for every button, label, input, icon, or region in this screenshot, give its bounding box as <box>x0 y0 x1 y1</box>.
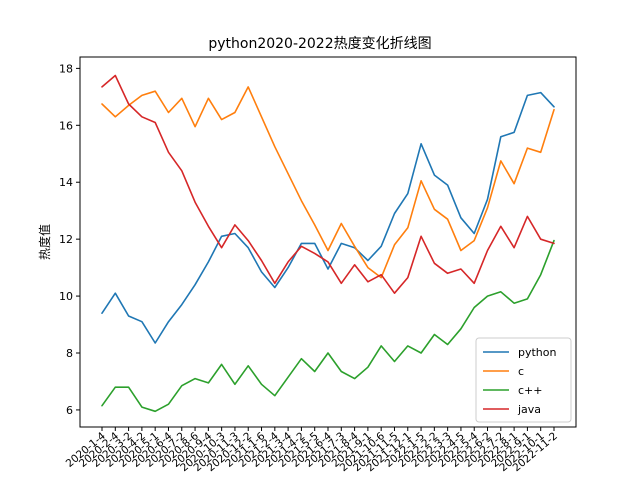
chart-title: python2020-2022热度变化折线图 <box>208 36 431 52</box>
series-line-c <box>101 86 555 279</box>
series-line-python <box>101 91 555 344</box>
y-axis-label: 热度值 <box>37 224 52 260</box>
y-tick-label: 10 <box>59 290 73 303</box>
legend-label: python <box>518 346 557 359</box>
y-tick-label: 8 <box>66 347 73 360</box>
y-tick-label: 6 <box>66 404 73 417</box>
legend: python c c++ java <box>475 337 572 423</box>
plot-frame <box>79 56 577 428</box>
y-tick-label: 12 <box>59 233 73 246</box>
series-line-java <box>101 74 555 295</box>
y-tick-label: 14 <box>59 176 73 189</box>
y-tick-label: 16 <box>59 119 73 132</box>
legend-label: java <box>517 403 541 416</box>
series-line-cpp <box>101 239 555 413</box>
series-lines <box>101 74 555 413</box>
legend-label: c++ <box>518 384 542 397</box>
x-axis: 2020-1-42020-2-42020-3-22020-4-22020-5-1… <box>64 427 560 474</box>
legend-box <box>475 337 572 423</box>
y-tick-label: 18 <box>59 62 73 75</box>
y-axis: 6 8 10 12 14 16 18 <box>59 62 80 417</box>
legend-label: c <box>518 365 524 378</box>
